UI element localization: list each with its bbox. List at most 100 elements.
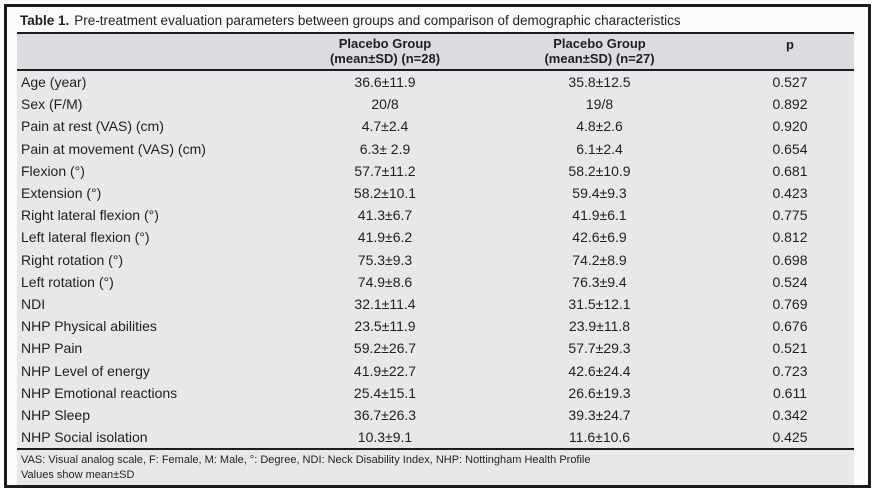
row-label: NHP Pain xyxy=(17,337,297,360)
p-value: 0.769 xyxy=(726,293,854,316)
group2-value: 42.6±6.9 xyxy=(473,226,726,249)
table-card: Table 1. Pre-treatment evaluation parame… xyxy=(4,4,871,488)
group2-value: 58.2±10.9 xyxy=(473,159,726,183)
row-label: Right lateral flexion (°) xyxy=(17,204,297,227)
group1-value: 57.7±11.2 xyxy=(297,159,473,183)
p-value: 0.425 xyxy=(726,426,854,449)
group1-value: 59.2±26.7 xyxy=(297,337,473,360)
group2-value: 11.6±10.6 xyxy=(473,426,726,449)
group2-value: 31.5±12.1 xyxy=(473,293,726,316)
row-label: NHP Sleep xyxy=(17,404,297,427)
p-value: 0.920 xyxy=(726,115,854,138)
group2-value: 76.3±9.4 xyxy=(473,270,726,294)
group1-value: 6.3± 2.9 xyxy=(297,137,473,160)
p-value: 0.676 xyxy=(726,315,854,338)
group2-value: 23.9±11.8 xyxy=(473,315,726,338)
p-value: 0.775 xyxy=(726,204,854,227)
table-body: Age (year) 36.6±11.9 35.8±12.5 0.527 Sex (F/… xyxy=(17,70,854,449)
p-value: 0.342 xyxy=(726,404,854,427)
group1-value: 25.4±15.1 xyxy=(297,381,473,405)
group2-value: 42.6±24.4 xyxy=(473,359,726,382)
table-row: Age (year) 36.6±11.9 35.8±12.5 0.527 xyxy=(17,70,854,94)
header-group2-detail: (mean±SD) (n=27) xyxy=(544,51,655,66)
group1-value: 41.9±6.2 xyxy=(297,226,473,249)
row-label: NHP Emotional reactions xyxy=(17,381,297,405)
table-number-label: Table 1. xyxy=(20,12,70,28)
table-title-text: Pre-treatment evaluation parameters betw… xyxy=(74,12,681,28)
row-label: NHP Physical abilities xyxy=(17,315,297,338)
table-row: NHP Sleep 36.7±26.3 39.3±24.7 0.342 xyxy=(17,404,854,427)
p-value: 0.723 xyxy=(726,359,854,382)
group2-value: 6.1±2.4 xyxy=(473,137,726,160)
p-value: 0.812 xyxy=(726,226,854,249)
group1-value: 36.7±26.3 xyxy=(297,404,473,427)
evaluation-table: Placebo Group (mean±SD) (n=28) Placebo G… xyxy=(17,32,854,449)
p-value: 0.654 xyxy=(726,137,854,160)
group1-value: 58.2±10.1 xyxy=(297,182,473,205)
table-row: NHP Physical abilities 23.5±11.9 23.9±11.8… xyxy=(17,315,854,338)
table-footnote: VAS: Visual analog scale, F: Female, M: … xyxy=(17,448,854,485)
group1-value: 41.9±22.7 xyxy=(297,359,473,382)
group1-value: 20/8 xyxy=(297,93,473,116)
group1-value: 74.9±8.6 xyxy=(297,270,473,294)
footnote-abbreviations: VAS: Visual analog scale, F: Female, M: … xyxy=(21,454,591,467)
p-value: 0.524 xyxy=(726,270,854,294)
group2-value: 4.8±2.6 xyxy=(473,115,726,138)
p-value: 0.527 xyxy=(726,70,854,94)
table-row: NHP Pain 59.2±26.7 57.7±29.3 0.521 xyxy=(17,337,854,360)
p-value: 0.698 xyxy=(726,248,854,271)
group1-value: 36.6±11.9 xyxy=(297,70,473,94)
table-row: Pain at movement (VAS) (cm) 6.3± 2.9 6.1±2… xyxy=(17,137,854,160)
row-label: Left rotation (°) xyxy=(17,270,297,294)
group1-value: 32.1±11.4 xyxy=(297,293,473,316)
group2-value: 19/8 xyxy=(473,93,726,116)
group1-value: 75.3±9.3 xyxy=(297,248,473,271)
group2-value: 39.3±24.7 xyxy=(473,404,726,427)
table-row: Extension (°) 58.2±10.1 59.4±9.3 0.423 xyxy=(17,182,854,205)
row-label: Pain at rest (VAS) (cm) xyxy=(17,115,297,138)
row-label: NHP Social isolation xyxy=(17,426,297,449)
row-label: Pain at movement (VAS) (cm) xyxy=(17,137,297,160)
row-label: Extension (°) xyxy=(17,182,297,205)
table-row: NHP Emotional reactions 25.4±15.1 26.6±19.… xyxy=(17,381,854,405)
p-value: 0.611 xyxy=(726,381,854,405)
table-header: Placebo Group (mean±SD) (n=28) Placebo G… xyxy=(17,32,854,71)
header-empty-cell xyxy=(17,32,297,71)
table-row: NHP Social isolation 10.3±9.1 11.6±10.6 0.4… xyxy=(17,426,854,449)
p-value: 0.892 xyxy=(726,93,854,116)
group1-value: 41.3±6.7 xyxy=(297,204,473,227)
group2-value: 26.6±19.3 xyxy=(473,381,726,405)
group2-value: 57.7±29.3 xyxy=(473,337,726,360)
table-row: NDI 32.1±11.4 31.5±12.1 0.769 xyxy=(17,293,854,316)
row-label: Left lateral flexion (°) xyxy=(17,226,297,249)
group1-value: 4.7±2.4 xyxy=(297,115,473,138)
group2-value: 35.8±12.5 xyxy=(473,70,726,94)
table-row: Right lateral flexion (°) 41.3±6.7 41.9±6.… xyxy=(17,204,854,227)
group2-value: 41.9±6.1 xyxy=(473,204,726,227)
p-value: 0.423 xyxy=(726,182,854,205)
p-value: 0.521 xyxy=(726,337,854,360)
table-title: Table 1. Pre-treatment evaluation parame… xyxy=(17,7,858,32)
p-value: 0.681 xyxy=(726,159,854,183)
row-label: Right rotation (°) xyxy=(17,248,297,271)
group1-value: 10.3±9.1 xyxy=(297,426,473,449)
header-group1: Placebo Group (mean±SD) (n=28) xyxy=(297,32,473,71)
row-label: Flexion (°) xyxy=(17,159,297,183)
footnote-values-note: Values show mean±SD xyxy=(21,469,135,482)
header-group2-name: Placebo Group xyxy=(553,36,646,51)
header-p-value: p xyxy=(726,32,854,71)
table-row: Pain at rest (VAS) (cm) 4.7±2.4 4.8±2.6 0.9… xyxy=(17,115,854,138)
row-label: Age (year) xyxy=(17,70,297,94)
table-row: Flexion (°) 57.7±11.2 58.2±10.9 0.681 xyxy=(17,159,854,183)
row-label: Sex (F/M) xyxy=(17,93,297,116)
table-row: Left rotation (°) 74.9±8.6 76.3±9.4 0.524 xyxy=(17,270,854,294)
row-label: NDI xyxy=(17,293,297,316)
table-row: Left lateral flexion (°) 41.9±6.2 42.6±6.9… xyxy=(17,226,854,249)
header-group2: Placebo Group (mean±SD) (n=27) xyxy=(473,32,726,71)
group1-value: 23.5±11.9 xyxy=(297,315,473,338)
header-group1-detail: (mean±SD) (n=28) xyxy=(329,51,441,66)
header-group1-name: Placebo Group xyxy=(338,36,432,51)
row-label: NHP Level of energy xyxy=(17,359,297,382)
table-row: Right rotation (°) 75.3±9.3 74.2±8.9 0.698 xyxy=(17,248,854,271)
group2-value: 74.2±8.9 xyxy=(473,248,726,271)
